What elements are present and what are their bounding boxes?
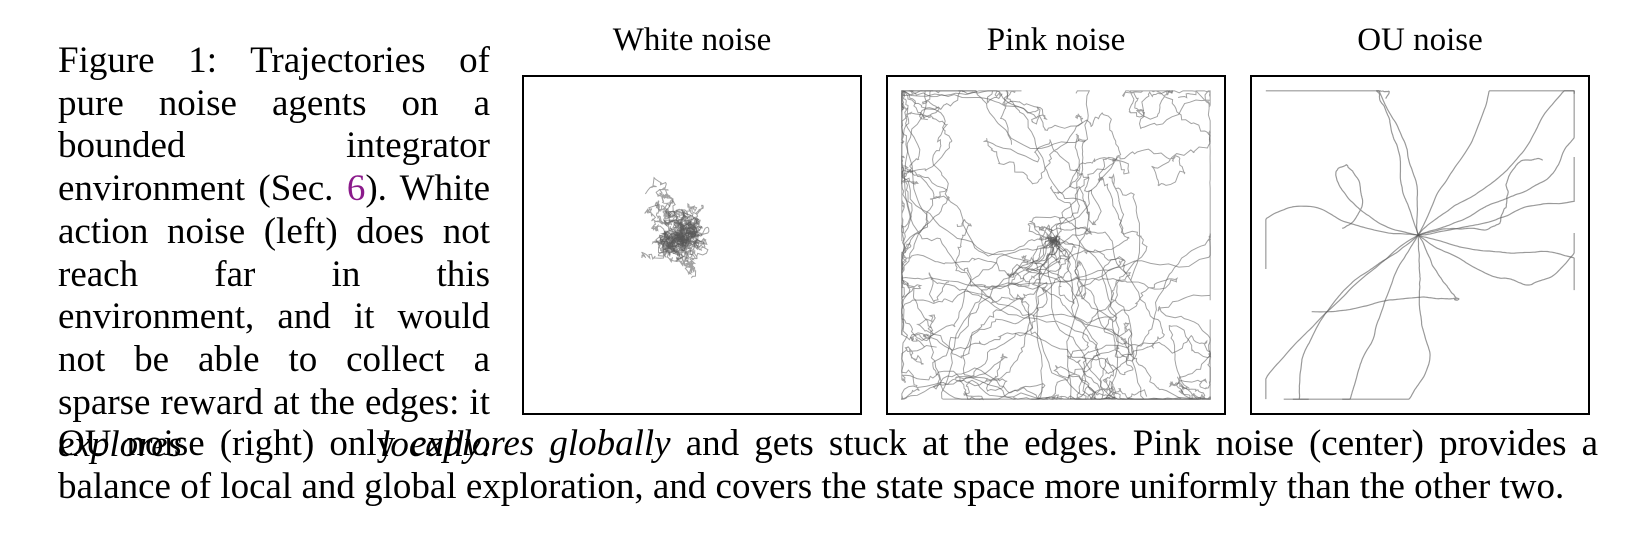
figure-label: Figure 1: (58, 40, 218, 81)
ou-noise-trajectory (1265, 90, 1419, 236)
panel-title-ou-noise: OU noise (1357, 22, 1483, 58)
panel-title-pink-noise: Pink noise (986, 22, 1126, 58)
ou-noise-trajectory (1417, 90, 1575, 236)
pink-noise-trajectory (955, 237, 1211, 400)
ou-noise-trajectory (1265, 205, 1419, 270)
pink-noise-trajectory (901, 215, 1116, 400)
figure-caption-side: Figure 1: Trajectories of pure noise age… (58, 40, 490, 467)
pink-noise-trajectory (901, 235, 1061, 400)
figure-caption-bottom: OU noise (right) only explores globally … (58, 423, 1598, 508)
white-noise-trajectory (662, 207, 708, 249)
panel-pink-noise (886, 75, 1226, 415)
white-noise-trajectories (641, 176, 710, 279)
ou-noise-trajectory (1311, 234, 1460, 313)
pink-noise-trajectory (900, 90, 1057, 336)
ou-noise-trajectory (1417, 157, 1575, 236)
ou-noise-trajectory (1417, 157, 1544, 236)
caption-period: . (480, 424, 490, 466)
ou-noise-trajectory (1265, 234, 1419, 400)
panel-title-white-noise: White noise (612, 22, 772, 58)
panel-ou-noise (1250, 75, 1590, 415)
pink-noise-trajectory (983, 113, 1120, 400)
pink-noise-trajectory (901, 90, 1122, 242)
white-noise-trajectory (644, 204, 683, 252)
pink-noise-trajectory (901, 238, 1179, 342)
ou-noise-trajectory (1342, 235, 1431, 400)
ou-noise-trajectory (1335, 164, 1419, 236)
caption-emphasis-local: explores locally (58, 424, 481, 466)
ou-noise-trajectory (1292, 234, 1419, 400)
ou-noise-trajectory (1417, 233, 1575, 286)
caption-text-1: Trajectories of pure noise agents on a b… (58, 40, 490, 210)
ou-noise-trajectories (1265, 90, 1575, 400)
pink-noise-trajectory (928, 233, 1211, 400)
pink-noise-trajectory (1048, 90, 1211, 246)
pink-noise-trajectory (901, 239, 1088, 401)
section-reference-link[interactable]: 6 (346, 168, 366, 210)
ou-noise-trajectory (1283, 234, 1419, 400)
ou-noise-trajectory (1417, 90, 1575, 236)
caption-text-2: ). White action noise (left) does not re… (58, 168, 491, 423)
pink-noise-trajectory (932, 90, 1133, 390)
pink-noise-trajectories (900, 90, 1212, 401)
ou-noise-trajectory (1417, 90, 1575, 236)
pink-noise-trajectory (901, 90, 1057, 400)
caption-emphasis-global: explores globally (410, 423, 671, 464)
ou-noise-trajectory (1376, 90, 1419, 236)
pink-noise-trajectory (918, 90, 1130, 253)
panel-white-noise (522, 75, 862, 415)
white-noise-trajectory (675, 217, 710, 248)
caption-text-3: OU noise (right) only (58, 423, 396, 464)
caption-text-4: and gets stuck at the edges. Pink noise … (58, 423, 1599, 507)
ou-noise-trajectory (1417, 234, 1575, 291)
